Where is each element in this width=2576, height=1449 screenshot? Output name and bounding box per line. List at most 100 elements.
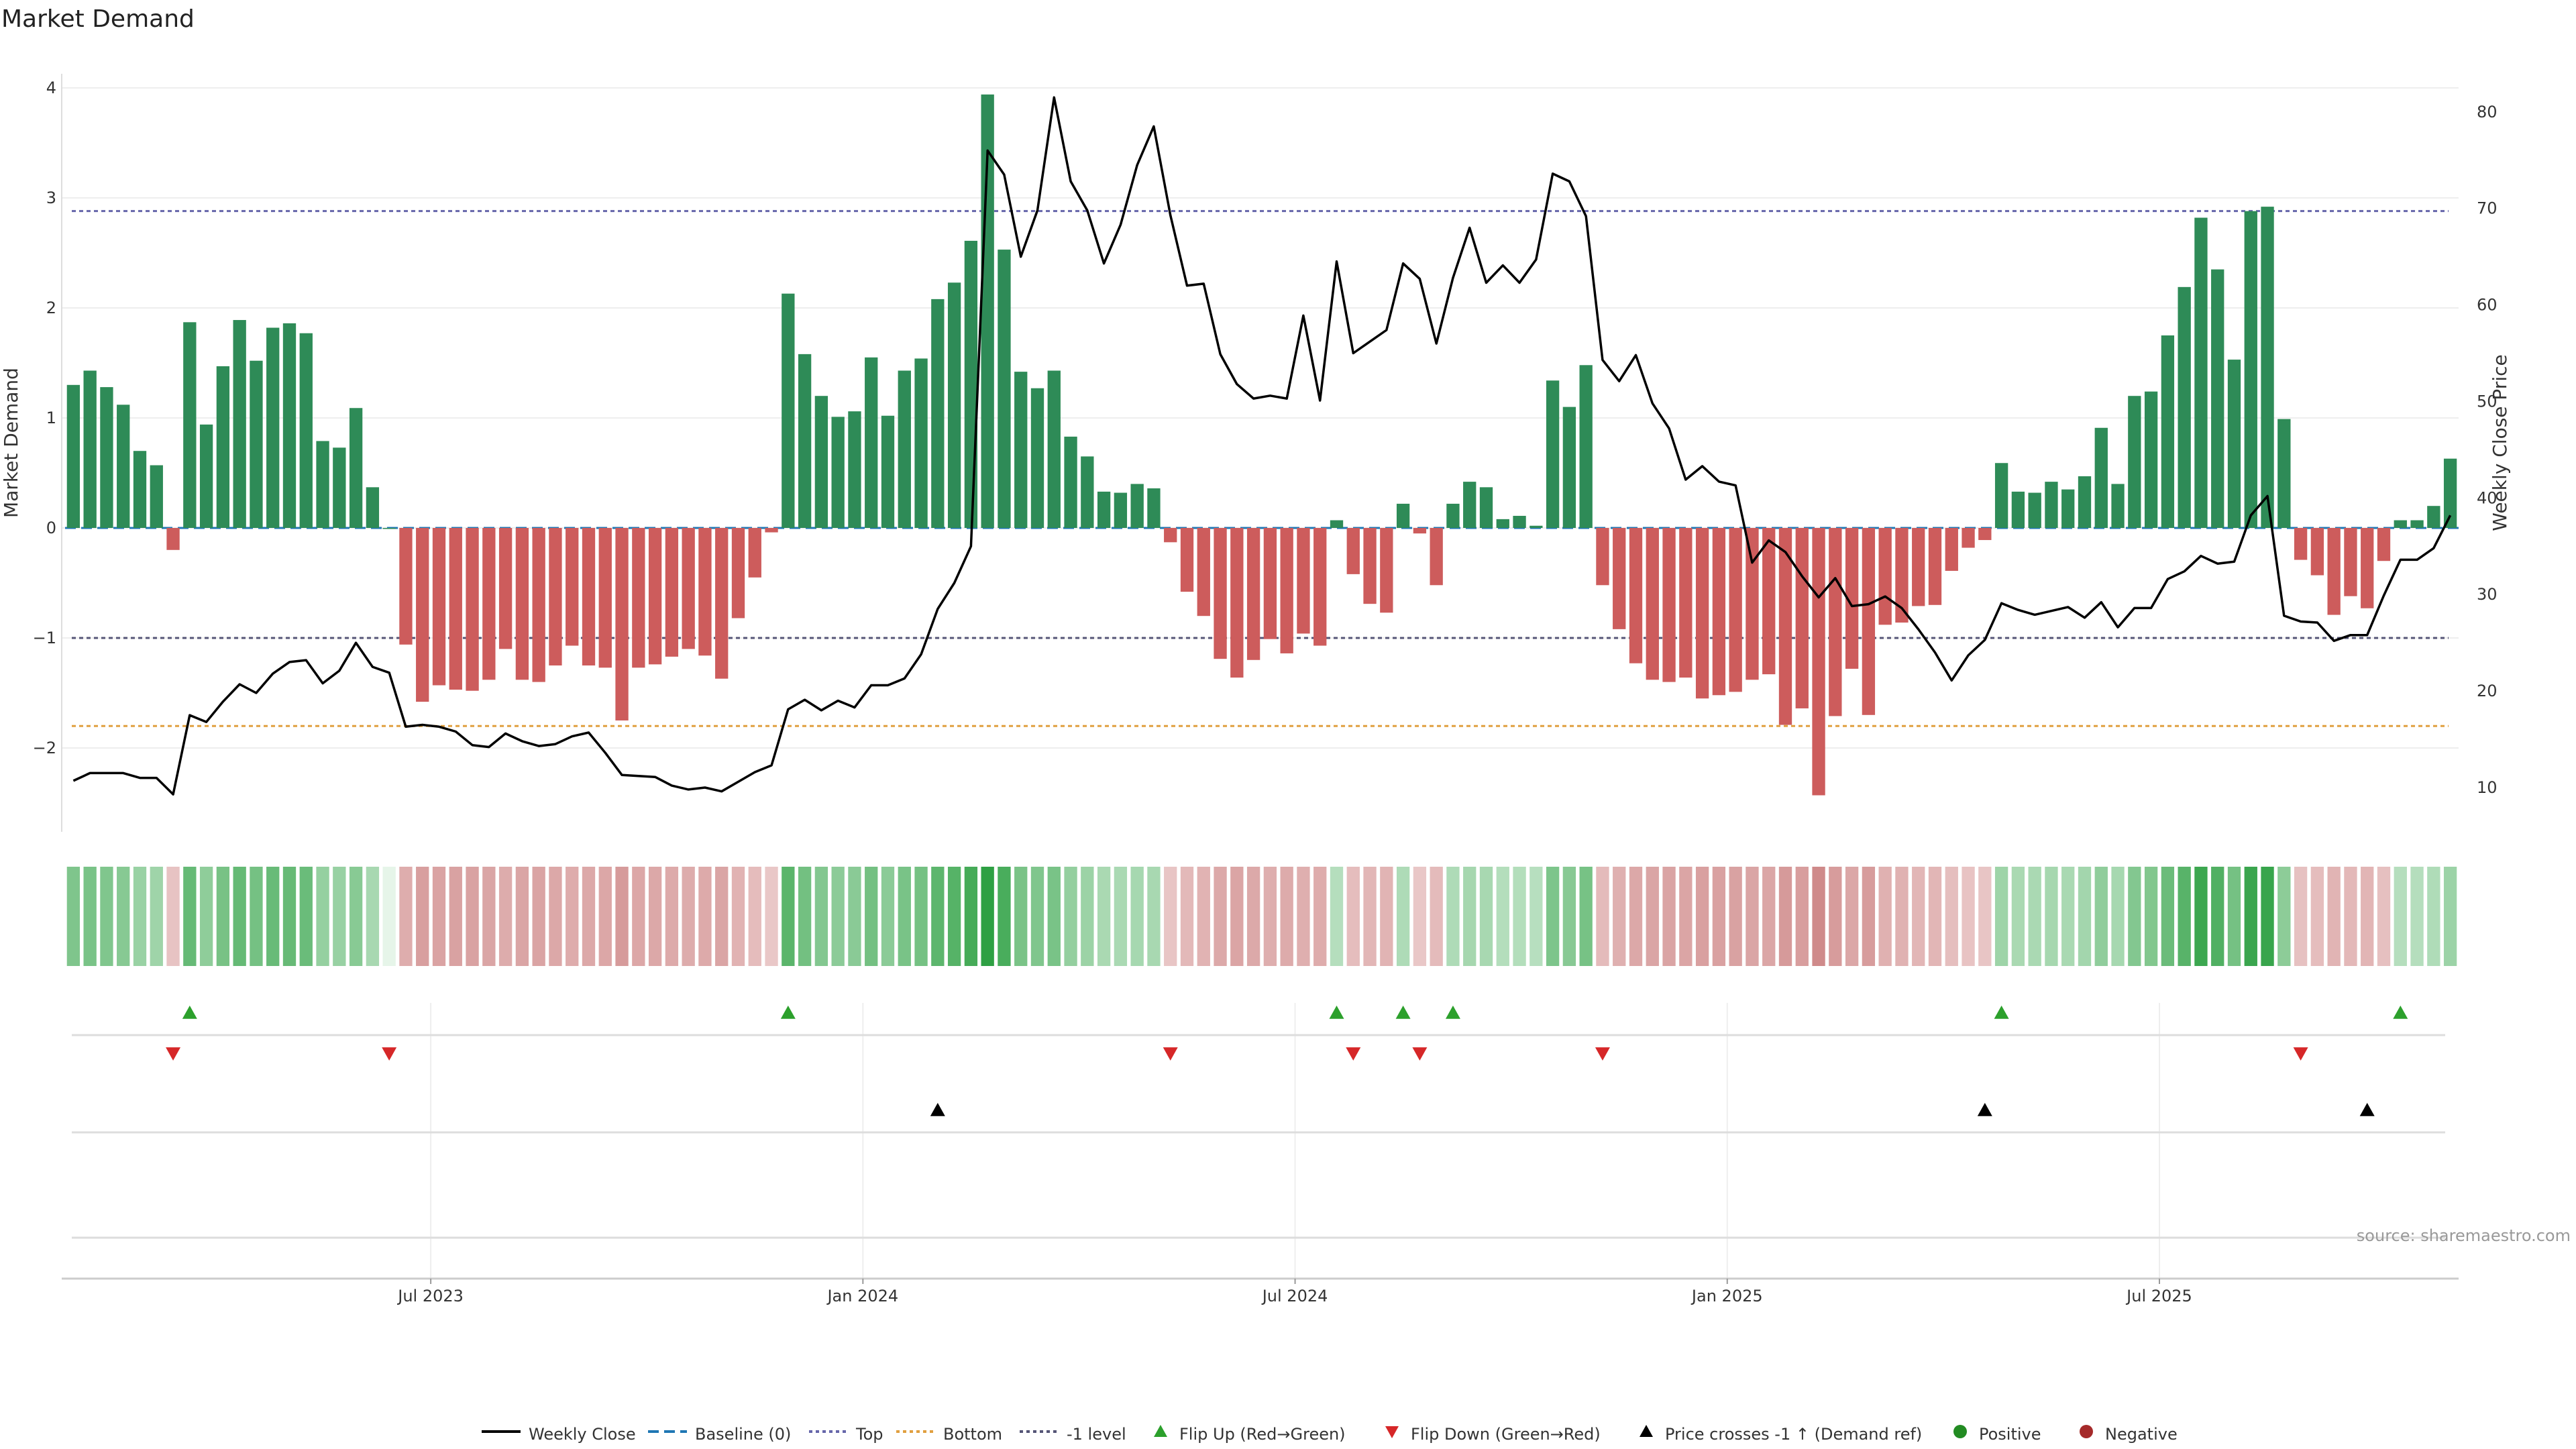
demand-bar xyxy=(1912,528,1925,606)
heat-cell xyxy=(1579,867,1593,966)
demand-bar xyxy=(1014,372,1028,528)
heat-cell xyxy=(100,867,113,966)
heat-cell xyxy=(1479,867,1493,966)
heat-cell xyxy=(299,867,313,966)
event-markers xyxy=(166,1006,2408,1116)
demand-bar xyxy=(1513,515,1526,528)
heat-cell xyxy=(150,867,163,966)
legend-label: Positive xyxy=(1979,1425,2041,1444)
heat-cell xyxy=(1064,867,1077,966)
demand-bar xyxy=(665,528,679,657)
flip-down-marker xyxy=(1163,1047,1178,1061)
heat-cell xyxy=(449,867,462,966)
demand-bar xyxy=(216,366,230,528)
heat-cell xyxy=(1746,867,1759,966)
heat-cell xyxy=(466,867,479,966)
demand-bar xyxy=(1463,482,1477,528)
heat-cell xyxy=(998,867,1011,966)
heat-cell xyxy=(1297,867,1310,966)
demand-bar xyxy=(1164,528,1177,543)
demand-bar xyxy=(166,528,180,550)
heat-cell xyxy=(1613,867,1626,966)
demand-bar xyxy=(333,447,346,528)
demand-bar xyxy=(183,322,197,528)
heat-cell xyxy=(266,867,280,966)
demand-bar xyxy=(2028,492,2041,528)
heat-cell xyxy=(2443,867,2457,966)
demand-bar xyxy=(66,384,80,528)
demand-bar xyxy=(1064,436,1077,528)
flip-down-marker xyxy=(166,1047,181,1061)
heat-cell xyxy=(1994,867,2008,966)
demand-bar xyxy=(1130,484,1144,528)
heat-cell xyxy=(964,867,978,966)
flip-down-marker xyxy=(1412,1047,1428,1061)
legend: Weekly Close Baseline (0) Top Bottom -1 leve… xyxy=(482,1425,2178,1444)
heat-cell xyxy=(2211,867,2224,966)
heat-cell xyxy=(715,867,729,966)
demand-bar xyxy=(682,528,695,649)
demand-bar xyxy=(2144,391,2158,528)
legend-swatch xyxy=(1154,1425,1167,1437)
demand-bar xyxy=(1114,492,1128,528)
legend-swatch xyxy=(1385,1426,1399,1438)
demand-bar xyxy=(1712,528,1726,696)
heat-cell xyxy=(532,867,545,966)
heat-cell xyxy=(1030,867,1044,966)
price-cross-marker xyxy=(2359,1103,2375,1116)
legend-label: Price crosses -1 ↑ (Demand ref) xyxy=(1665,1425,1922,1444)
demand-bar xyxy=(399,528,413,645)
demand-bar xyxy=(1778,528,1792,725)
heat-cell xyxy=(1180,867,1194,966)
heat-cell xyxy=(498,867,513,966)
demand-bar xyxy=(865,357,878,528)
legend-label: Top xyxy=(855,1425,883,1444)
heat-cell xyxy=(1047,867,1061,966)
left-tick-label: −1 xyxy=(33,629,56,647)
demand-bar xyxy=(2045,482,2058,528)
heat-cell xyxy=(1778,867,1792,966)
heat-cell xyxy=(1845,867,1859,966)
heat-cell xyxy=(83,867,97,966)
demand-bar xyxy=(1413,528,1427,534)
flip-down-marker xyxy=(2293,1047,2308,1061)
heat-cell xyxy=(814,867,828,966)
heat-cell xyxy=(2078,867,2092,966)
demand-bar xyxy=(2427,506,2440,528)
demand-bar xyxy=(1878,528,1892,625)
heat-cell xyxy=(2327,867,2341,966)
heat-cell xyxy=(1463,867,1477,966)
demand-bar xyxy=(1596,528,1609,586)
level-lines xyxy=(65,210,2459,727)
demand-bar xyxy=(881,415,895,528)
heat-cell xyxy=(1346,867,1360,966)
heat-cell xyxy=(1646,867,1659,966)
demand-bar xyxy=(2410,520,2424,528)
heat-cell xyxy=(2144,867,2158,966)
demand-bar xyxy=(1529,525,1543,528)
left-y-ticks: 4 3 2 1 0 −1 −2 xyxy=(33,78,56,757)
demand-bar xyxy=(2227,360,2241,528)
x-tick-label: Jul 2025 xyxy=(2125,1287,2192,1305)
flip-up-marker xyxy=(1445,1006,1460,1019)
heat-cell xyxy=(1396,867,1410,966)
demand-bar xyxy=(466,528,479,691)
heat-cell xyxy=(1413,867,1427,966)
flip-up-marker xyxy=(2393,1006,2408,1019)
heat-cell xyxy=(2244,867,2257,966)
heat-cell xyxy=(2028,867,2041,966)
demand-bar xyxy=(2061,489,2075,528)
legend-swatch xyxy=(1640,1425,1653,1437)
heat-cell xyxy=(1214,867,1227,966)
flip-down-marker xyxy=(382,1047,397,1061)
x-tick-label: Jul 2023 xyxy=(396,1287,464,1305)
heat-cell xyxy=(1280,867,1293,966)
legend-label: Bottom xyxy=(943,1425,1002,1444)
heat-cell xyxy=(1596,867,1609,966)
heat-cell xyxy=(216,867,230,966)
heat-cell xyxy=(865,867,878,966)
demand-bar xyxy=(648,528,662,665)
heat-cell xyxy=(333,867,346,966)
demand-bar xyxy=(964,240,978,528)
heat-cell xyxy=(1878,867,1892,966)
